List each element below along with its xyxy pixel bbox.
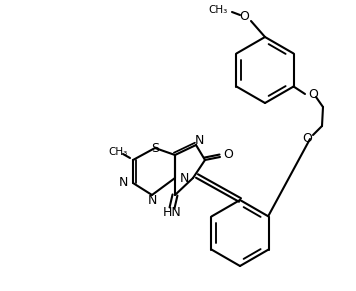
Text: O: O	[223, 148, 233, 162]
Text: N: N	[180, 171, 189, 184]
Text: N: N	[147, 194, 157, 207]
Text: O: O	[302, 132, 312, 145]
Text: O: O	[239, 10, 249, 22]
Text: O: O	[308, 88, 318, 100]
Text: N: N	[194, 134, 204, 148]
Text: HN: HN	[163, 207, 181, 219]
Text: CH₃: CH₃	[108, 147, 127, 157]
Text: CH₃: CH₃	[209, 5, 228, 15]
Text: S: S	[151, 141, 159, 155]
Text: N: N	[119, 177, 128, 189]
